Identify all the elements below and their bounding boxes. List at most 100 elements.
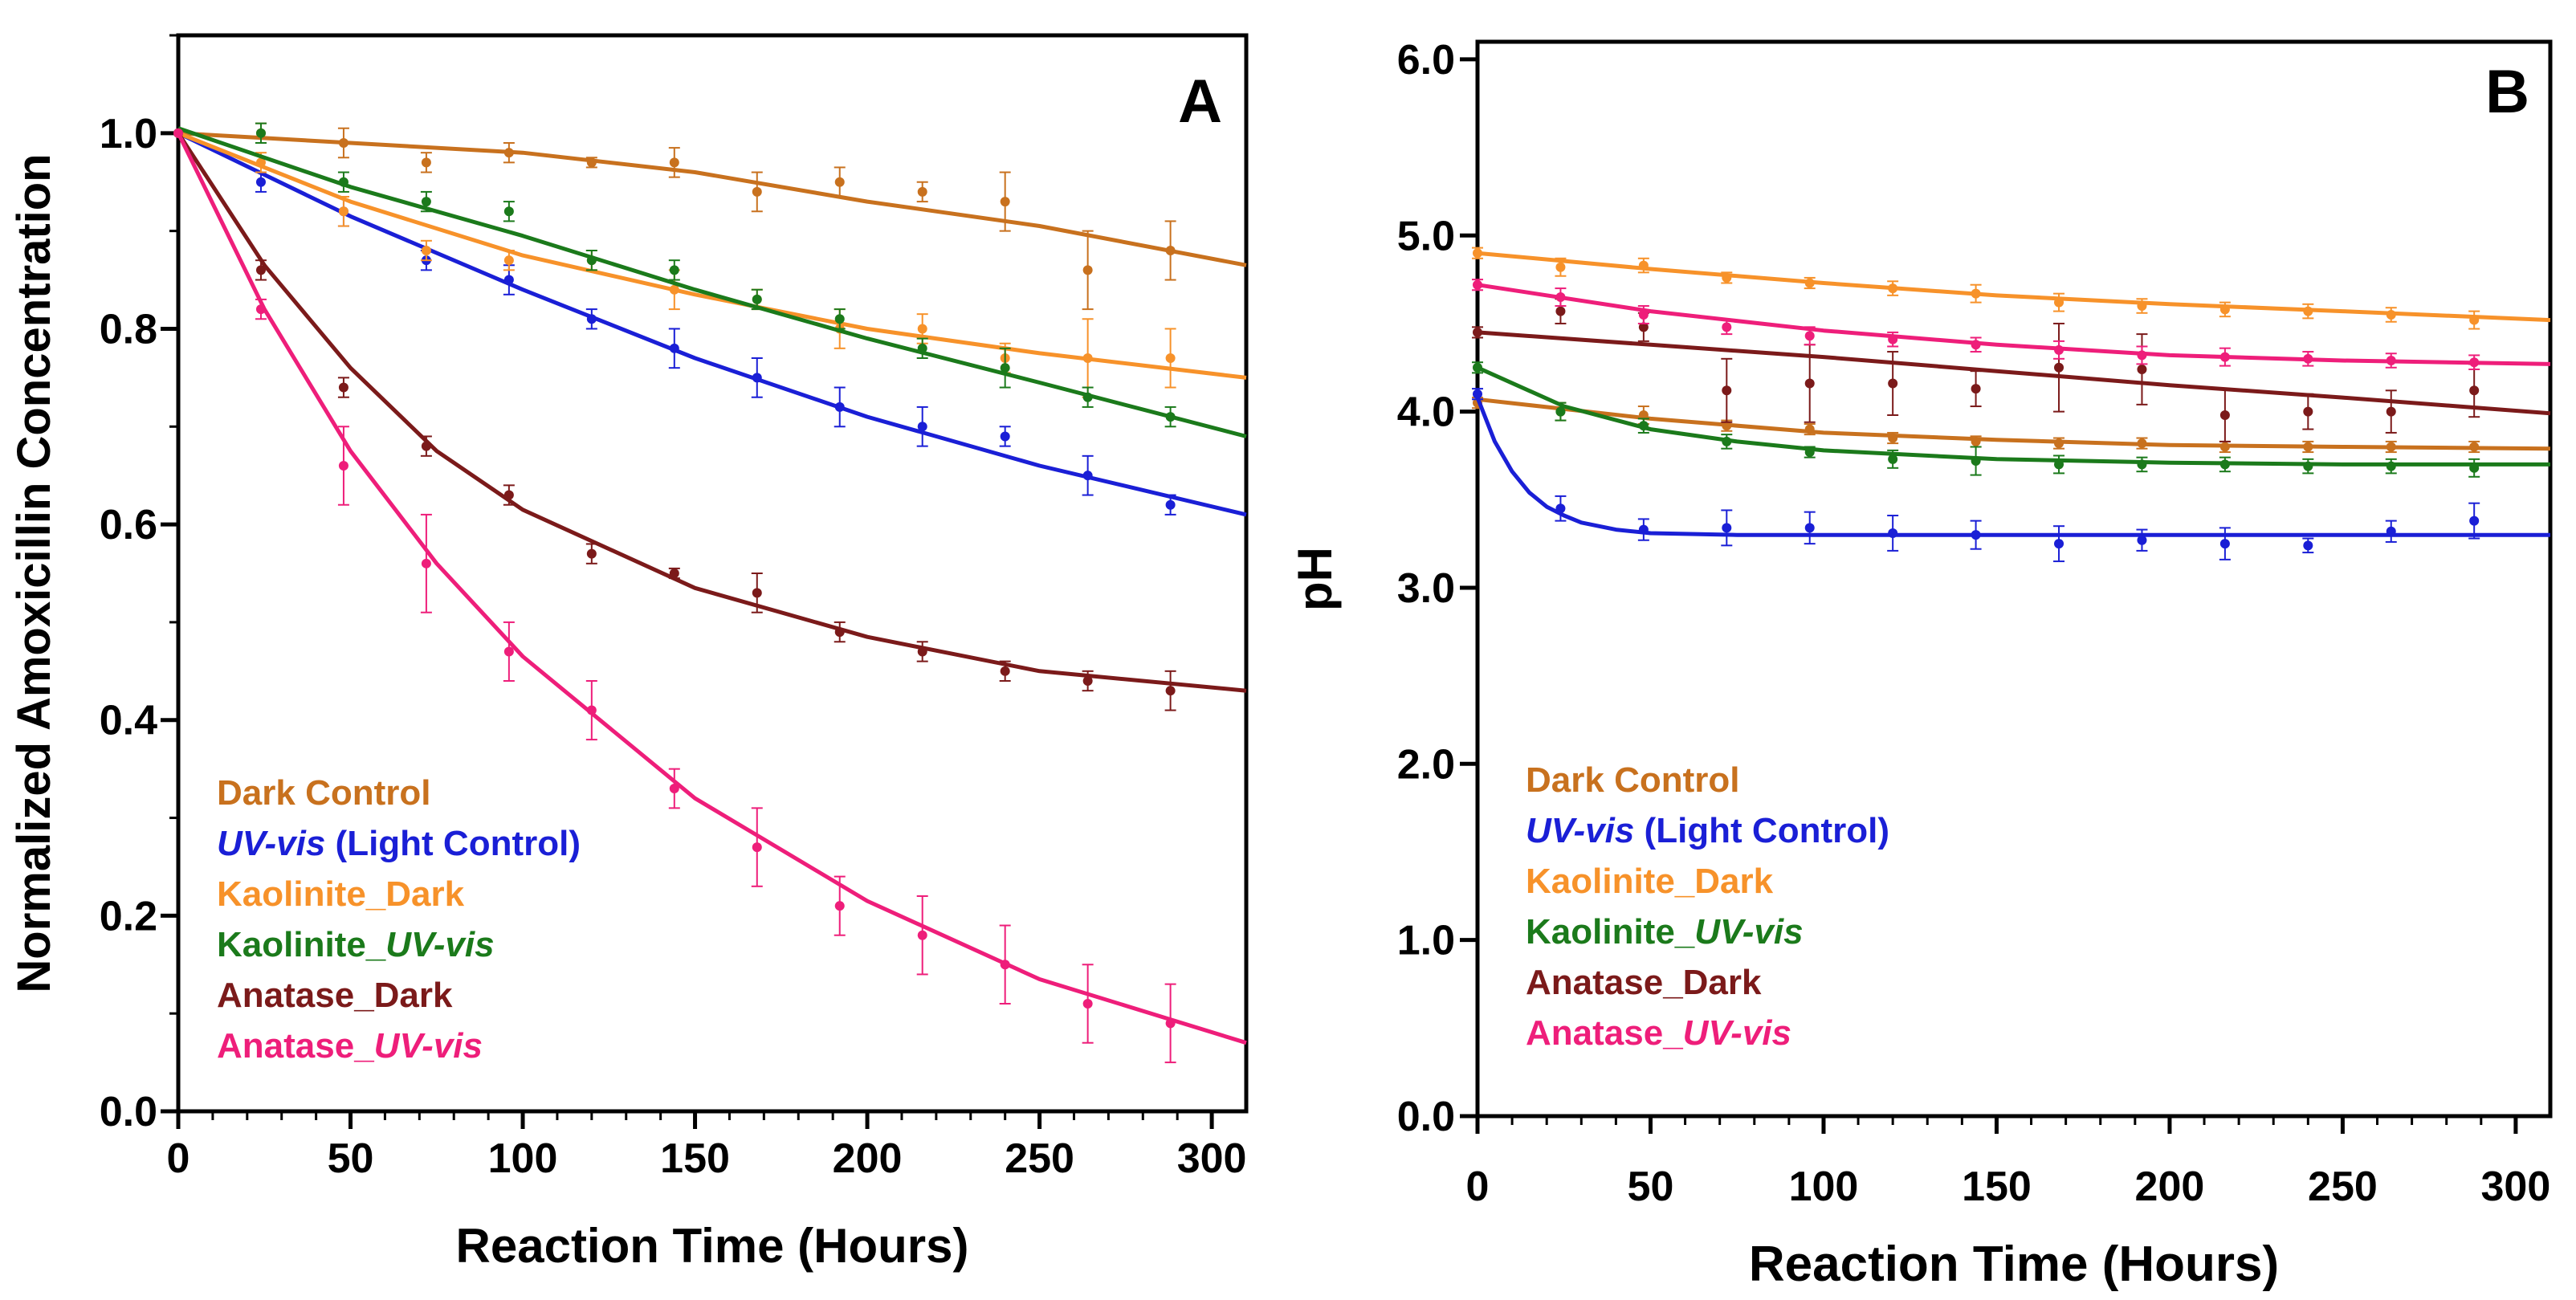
x-axis-label: Reaction Time (Hours) [456,1219,969,1273]
data-point [1555,503,1566,514]
data-point [669,157,679,168]
series-kaolinite-dark [173,128,1247,398]
data-point [1888,334,1898,344]
data-point [752,294,762,304]
data-point [1000,197,1010,207]
data-point [255,177,266,187]
data-point [2219,352,2230,362]
data-point [1971,384,1981,394]
y-tick-label: 0.6 [100,502,157,548]
x-tick-label: 50 [1628,1163,1674,1210]
y-tick-label: 1.0 [100,111,157,157]
data-point [255,265,266,275]
data-point [1638,410,1649,421]
legend-entry: Anatase_Dark [217,976,453,1015]
data-point [1165,353,1176,363]
data-point [338,138,348,148]
y-tick-label: 0.2 [100,893,157,939]
data-point [669,284,679,295]
data-point [586,255,597,266]
data-point [2386,442,2396,452]
fit-curve [177,131,1247,517]
data-point [1971,288,1981,299]
data-point [586,548,597,559]
data-point [2137,535,2147,545]
data-point [2469,357,2480,368]
data-point [1638,322,1649,332]
data-point [1888,528,1898,538]
fit-curve [1476,365,2550,467]
data-point [2137,364,2147,374]
data-point [1473,362,1482,373]
x-tick-label: 150 [660,1135,730,1182]
legend-text: UV-vis [1683,1013,1791,1053]
data-point [1000,666,1010,676]
legend-entry: Kaolinite_Dark [217,874,465,914]
data-point [586,705,597,715]
legend-entry: Dark Control [1526,760,1739,800]
legend-text: (Light Control) [325,824,581,863]
data-point [2303,406,2313,417]
data-point [2137,350,2147,361]
data-point [421,246,431,255]
data-point [586,157,597,168]
data-point [917,343,927,353]
data-point [2054,459,2064,470]
data-point [255,128,266,138]
data-point [917,324,927,334]
data-point [917,646,927,657]
data-point [1165,499,1176,510]
series-anatase-dark [173,128,1247,711]
legend-entry: UV-vis (Light Control) [1526,811,1889,850]
legend-entry: Anatase_UV-vis [1526,1013,1791,1053]
fit-curve [177,126,1247,438]
data-point [2054,539,2064,549]
data-point [1000,960,1010,970]
data-point [2219,304,2230,315]
fit-curve [177,131,1247,380]
data-point [1000,431,1010,442]
series-kaolinite-uv-vis [1472,361,2550,478]
data-point [1165,1018,1176,1029]
data-point [752,842,762,853]
legend-text: Anatase_Dark [1526,963,1762,1002]
fit-curve [176,132,1247,1045]
data-point [1555,262,1566,272]
data-point [1804,378,1815,389]
data-point [1722,436,1732,446]
legend-entry: Kaolinite_UV-vis [1526,912,1804,952]
data-point [834,177,845,187]
data-point [1165,686,1176,696]
data-point [2469,516,2480,526]
data-point [1555,292,1566,303]
x-tick-label: 250 [2308,1163,2378,1210]
data-point [1638,260,1649,271]
data-point [1638,421,1649,431]
data-point [2469,385,2480,396]
data-point [503,148,514,158]
data-point [1082,392,1093,402]
data-point [1722,421,1732,431]
y-tick-label: 0.0 [1397,1094,1455,1140]
x-tick-label: 100 [1789,1163,1859,1210]
data-point [752,373,762,383]
data-point [2469,463,2480,473]
data-point [2054,297,2064,308]
data-point [1473,389,1482,399]
data-point [503,255,514,266]
data-point [1082,676,1093,686]
legend-text: Kaolinite_ [217,925,386,964]
data-point [669,343,679,353]
y-axis-label: pH [1288,547,1342,611]
data-point [1971,436,1981,446]
data-point [503,646,514,657]
data-point [2469,442,2480,452]
data-point [2303,540,2313,551]
data-point [421,157,431,168]
y-tick-label: 5.0 [1397,213,1455,259]
x-tick-label: 100 [488,1135,558,1182]
legend-entry: Kaolinite_UV-vis [217,925,495,964]
y-tick-label: 4.0 [1397,389,1455,436]
x-axis-label: Reaction Time (Hours) [1749,1237,2279,1292]
legend-text: UV-vis [1694,912,1803,952]
